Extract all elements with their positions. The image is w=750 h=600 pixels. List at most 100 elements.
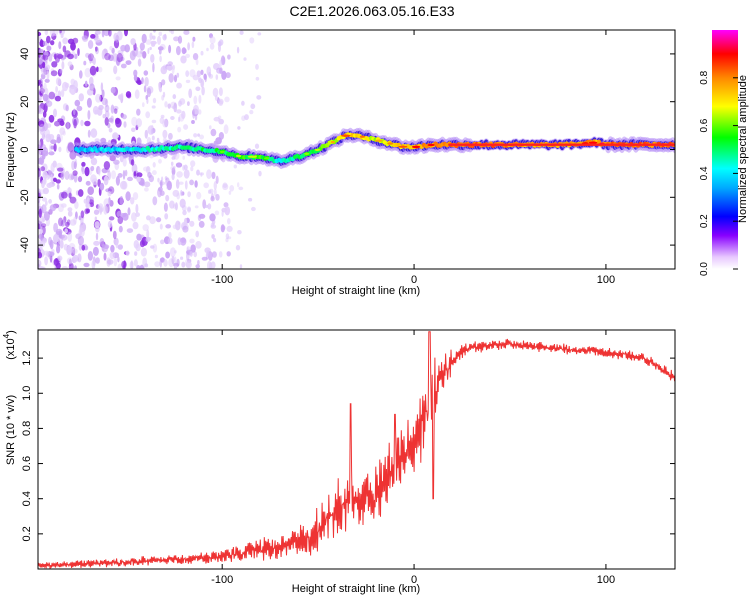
spectrogram-noise-blob (175, 162, 183, 168)
spectrogram-noise-blob (198, 109, 202, 115)
spectrogram-noise-blob (238, 186, 244, 191)
spectrogram-noise-blob (201, 256, 208, 261)
spectrogram-noise-blob (87, 53, 95, 62)
spectrogram-noise-blob (59, 127, 66, 135)
spectrogram-noise-blob (113, 159, 120, 165)
spectrogram-noise-blob (46, 45, 52, 51)
spectrogram-noise-blob (89, 202, 94, 208)
spectrogram-noise-blob (115, 34, 120, 44)
spectrogram-noise-blob (251, 206, 256, 212)
spectrogram-noise-blob (249, 37, 255, 44)
spectrogram-noise-blob (110, 86, 116, 94)
spectrogram-noise-blob (149, 32, 153, 41)
spectrogram-noise-blob (116, 52, 124, 63)
spectrogram-noise-blob (218, 132, 224, 140)
spectrogram-noise-blob (204, 74, 207, 83)
colorbar-tick-label: 0.4 (699, 166, 710, 180)
spectrogram-noise-blob (43, 67, 47, 73)
spectrogram-noise-blob (209, 33, 213, 39)
snr-multiplier-exponent: 4 (2, 333, 11, 338)
spectrogram-noise-blob (123, 121, 127, 128)
spectrogram-noise-blob (189, 251, 193, 257)
spectrogram-noise-blob (72, 254, 79, 261)
spectrogram-noise-blob (143, 181, 151, 188)
snr-y-axis-label: SNR (10 * v/v) (5, 395, 17, 465)
spectrogram-noise-blob (42, 238, 47, 244)
spectrogram-noise-blob (180, 189, 183, 197)
spectrogram-noise-blob (181, 205, 187, 212)
spectrogram-noise-blob (182, 225, 189, 233)
spectrogram-noise-blob (86, 97, 92, 108)
ridge-peak (314, 148, 321, 151)
spectrogram-noise-blob (163, 259, 168, 267)
spectrogram-noise-blob (186, 246, 190, 251)
spectrogram-noise-blob (103, 161, 111, 170)
spectrogram-noise-blob (39, 39, 44, 47)
spectrogram-noise-blob (98, 104, 104, 111)
spectrogram-noise-blob (42, 204, 47, 213)
spectrogram-noise-blob (168, 232, 172, 239)
spectrogram-noise-blob (176, 258, 180, 267)
ridge-peak (236, 154, 242, 158)
spectrogram-noise-blob (72, 37, 79, 44)
spectrogram-noise-blob (77, 253, 82, 263)
spectrogram-noise-blob (159, 223, 163, 230)
spectrogram-noise-blob (192, 74, 199, 81)
spectrogram-noise-blob (50, 174, 53, 183)
spectrogram-noise-blob (131, 127, 136, 133)
spectrogram-noise-blob (127, 176, 133, 182)
spectrogram-noise-blob (162, 64, 167, 71)
spectrogram-noise-blob (60, 171, 65, 180)
spectrogram-noise-blob (124, 169, 128, 177)
spectrogram-noise-blob (117, 244, 124, 250)
spectrogram-noise-blob (126, 228, 134, 234)
spectrogram-noise-blob (53, 108, 57, 118)
spectrogram-noise-blob (243, 57, 247, 61)
spectrogram-noise-blob (38, 31, 42, 37)
spectrogram-noise-blob (42, 150, 49, 157)
spectrogram-noise-blob (133, 74, 138, 82)
spectrogram-noise-blob (162, 34, 167, 41)
spectrogram-noise-blob (94, 216, 98, 221)
colorbar-ticks: 0.0 0.2 0.4 0.6 0.8 (699, 70, 738, 276)
spectrogram-noise-blob (62, 37, 69, 45)
spectrogram-noise-blob (125, 250, 130, 256)
spectrogram-noise-layer (38, 30, 262, 269)
spectrogram-noise-blob (168, 258, 175, 268)
spectrogram-noise-blob (183, 124, 189, 130)
spectrogram-noise-blob (49, 30, 56, 37)
spectrogram-noise-blob (142, 224, 149, 232)
spectrogram-y-tick-label: 0 (19, 146, 31, 152)
spectrogram-noise-blob (178, 100, 182, 107)
spectrogram-noise-blob (84, 80, 88, 87)
spectrogram-noise-blob (151, 135, 155, 141)
spectrogram-noise-blob (90, 128, 98, 138)
spectrogram-noise-blob (195, 264, 200, 269)
spectrogram-noise-blob (60, 33, 64, 38)
spectrogram-noise-blob (111, 170, 116, 180)
spectrogram-noise-blob (172, 224, 178, 230)
spectrogram-noise-blob (97, 203, 104, 214)
spectrogram-noise-blob (81, 166, 85, 175)
spectrogram-noise-blob (173, 36, 180, 42)
spectrogram-noise-blob (244, 114, 249, 121)
spectrogram-noise-blob (174, 265, 178, 269)
spectrogram-noise-blob (92, 57, 96, 65)
colorbar-tick-label: 0.6 (699, 118, 710, 132)
spectrogram-noise-blob (131, 116, 138, 127)
spectrogram-noise-blob (58, 41, 62, 50)
spectrogram-noise-blob (213, 116, 221, 122)
spectrogram-noise-blob (58, 217, 64, 227)
spectrogram-noise-blob (165, 251, 171, 259)
spectrogram-noise-blob (220, 224, 225, 233)
spectrogram-noise-blob (95, 46, 99, 55)
spectrogram-noise-blob (57, 54, 64, 59)
spectrogram-noise-blob (194, 113, 198, 121)
figure-title: C2E1.2026.063.05.16.E33 (289, 3, 454, 19)
spectrogram-noise-blob (137, 58, 142, 67)
ridge-band-core (448, 143, 675, 146)
spectrogram-noise-blob (91, 178, 98, 186)
spectrogram-noise-blob (150, 40, 157, 45)
spectrogram-noise-blob (172, 64, 176, 70)
spectrogram-noise-blob (54, 120, 61, 127)
